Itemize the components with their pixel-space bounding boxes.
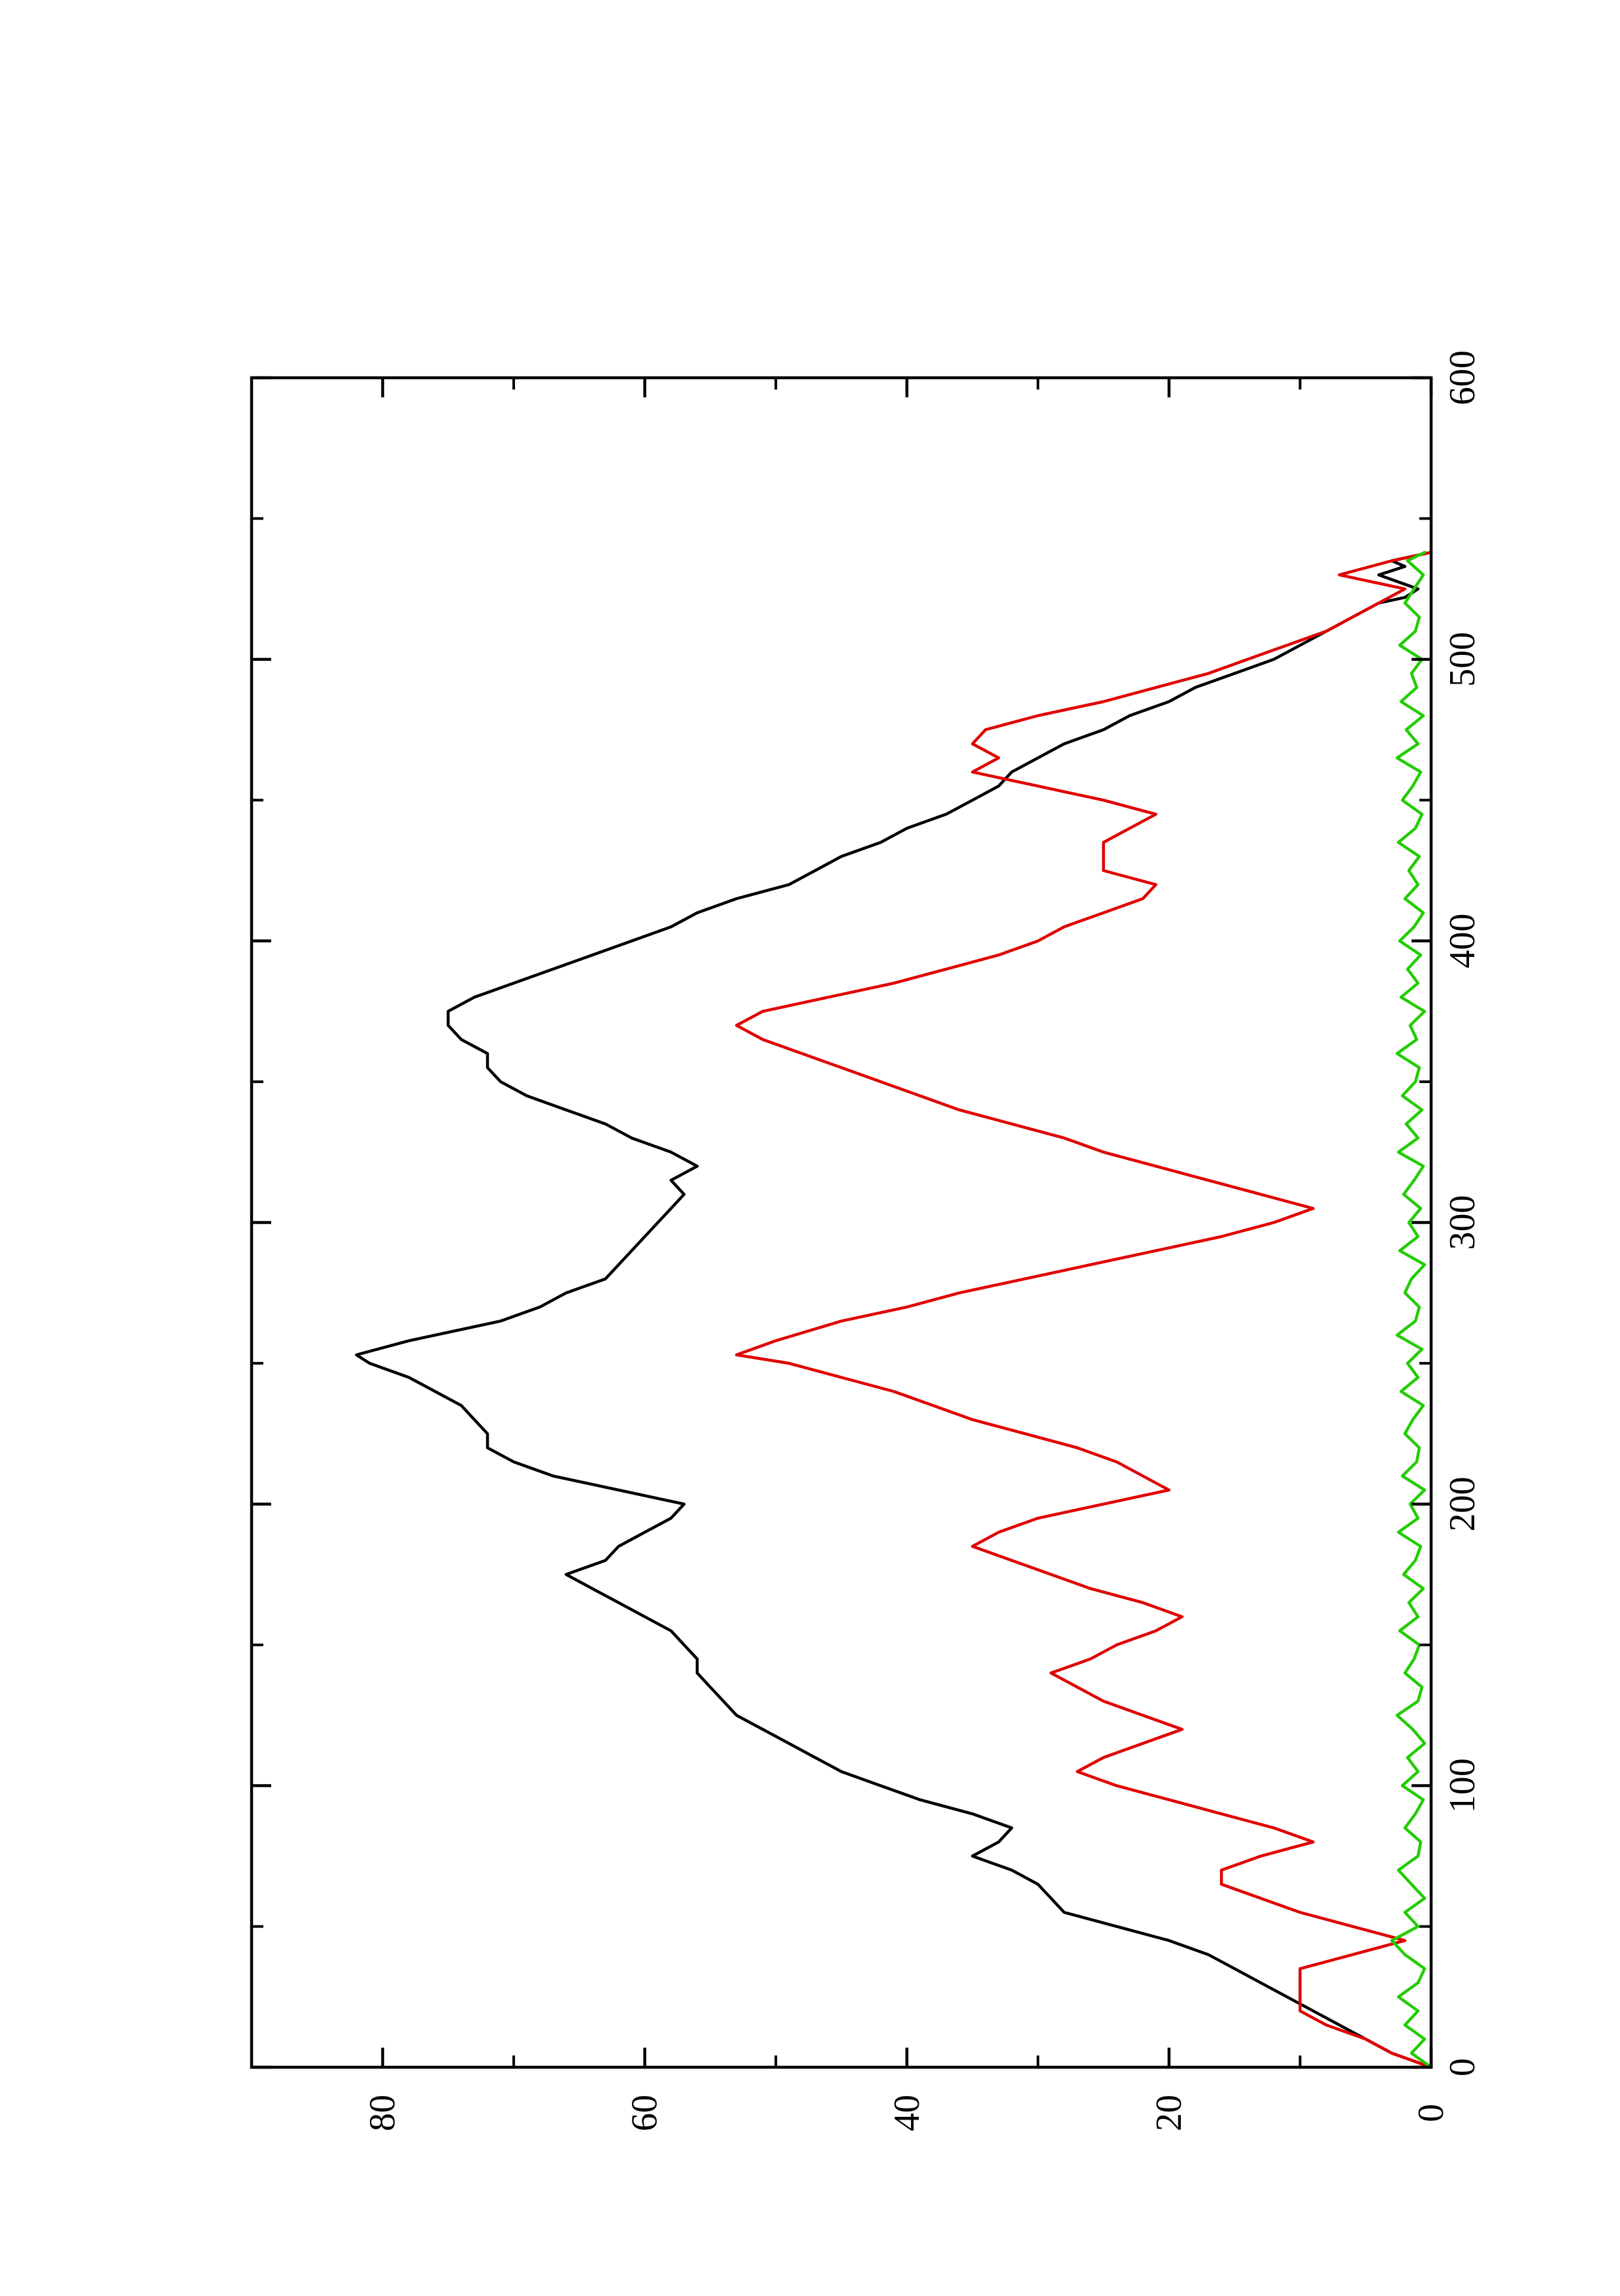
series-line-1 — [355, 550, 1433, 2069]
x-tick-label: 400 — [1442, 914, 1483, 969]
series-line-2 — [735, 550, 1433, 2069]
y-tick-label: 60 — [625, 2095, 665, 2131]
y-tick-label: 80 — [363, 2095, 403, 2131]
series-layer — [355, 550, 1433, 2069]
y-tick-label: 0 — [1411, 2104, 1451, 2122]
x-tick-label: 300 — [1442, 1195, 1483, 1250]
y-tick-label: 20 — [1149, 2095, 1189, 2131]
x-tick-label: 0 — [1442, 2058, 1483, 2076]
y-tick-label: 40 — [887, 2095, 927, 2131]
labels-layer: 0 100 200 300 400 500 600 0 20 40 60 80 — [363, 350, 1483, 2131]
series-line-3 — [1390, 550, 1433, 2069]
axes-layer — [250, 376, 1433, 2069]
x-tick-label: 500 — [1442, 632, 1483, 687]
x-tick-label: 200 — [1442, 1476, 1483, 1531]
x-tick-label: 100 — [1442, 1758, 1483, 1813]
x-tick-label: 600 — [1442, 350, 1483, 405]
